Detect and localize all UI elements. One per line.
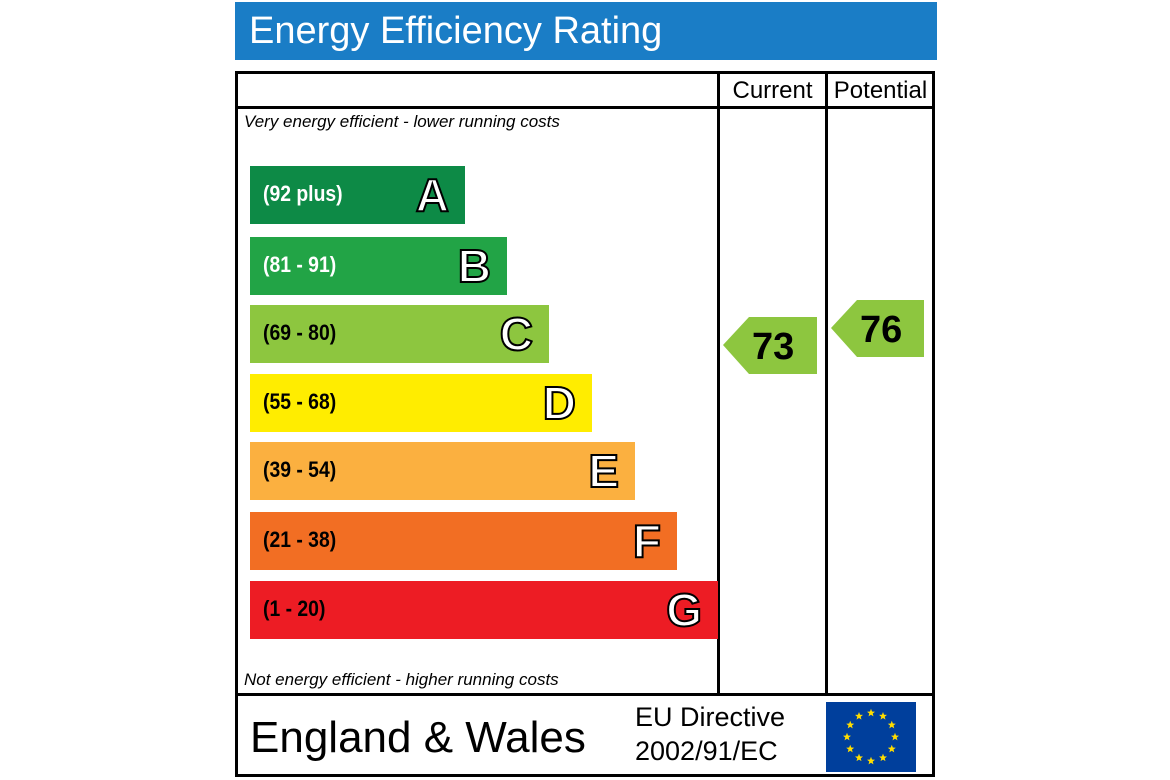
current-rating-value: 73 xyxy=(752,326,795,368)
current-arrow-shape xyxy=(723,317,817,374)
band-range-label: (39 - 54) xyxy=(263,457,337,482)
rating-frame xyxy=(235,71,935,777)
current-column-divider xyxy=(717,71,720,696)
footer-divider xyxy=(235,693,935,696)
bottom-note: Not energy efficient - higher running co… xyxy=(244,670,559,689)
header-divider xyxy=(235,106,935,109)
flag-star xyxy=(867,756,875,765)
eu-flag-icon xyxy=(826,702,916,772)
band-letter-label: F xyxy=(632,514,662,568)
flag-star xyxy=(855,712,863,720)
potential-column-divider xyxy=(825,71,828,696)
band-d: (55 - 68) D xyxy=(250,374,592,432)
band-letter-label: E xyxy=(587,444,620,498)
potential-rating-arrow xyxy=(831,300,924,357)
title-bar: Energy Efficiency Rating xyxy=(235,2,937,60)
band-letter-label: D xyxy=(542,376,577,430)
band-letter-label: A xyxy=(415,168,450,222)
band-range-label: (55 - 68) xyxy=(263,389,337,414)
potential-arrow-shape xyxy=(831,300,924,357)
flag-star xyxy=(855,753,863,762)
flag-star xyxy=(846,720,855,729)
flag-star xyxy=(879,753,887,762)
band-g: (1 - 20) G xyxy=(250,581,718,639)
flag-star xyxy=(846,744,855,753)
band-range-label: (92 plus) xyxy=(263,181,343,206)
flag-star xyxy=(887,720,896,729)
band-a: (92 plus) A xyxy=(250,166,465,224)
band-e: (39 - 54) E xyxy=(250,442,635,500)
current-rating-arrow xyxy=(723,317,817,374)
chart-title: Energy Efficiency Rating xyxy=(249,10,663,52)
band-range-label: (1 - 20) xyxy=(263,596,326,621)
directive-line-2: 2002/91/EC xyxy=(635,736,778,766)
country-label: England & Wales xyxy=(250,713,586,762)
band-b: (81 - 91) B xyxy=(250,237,507,295)
top-note: Very energy efficient - lower running co… xyxy=(244,112,560,131)
band-f: (21 - 38) F xyxy=(250,512,677,570)
band-letter-label: C xyxy=(499,307,534,361)
flag-star xyxy=(879,712,887,720)
band-c: (69 - 80) C xyxy=(250,305,549,363)
flag-star xyxy=(843,732,851,741)
directive-line-1: EU Directive xyxy=(635,702,786,732)
flag-star xyxy=(867,708,875,717)
flag-star xyxy=(887,744,896,753)
potential-column-header: Potential xyxy=(833,77,928,104)
band-range-label: (21 - 38) xyxy=(263,527,337,552)
current-column-header: Current xyxy=(732,77,813,104)
band-range-label: (81 - 91) xyxy=(263,252,337,277)
band-letter-label: B xyxy=(457,239,492,293)
band-letter-label: G xyxy=(665,583,703,637)
flag-star xyxy=(891,732,899,741)
potential-rating-value: 76 xyxy=(860,309,903,351)
band-range-label: (69 - 80) xyxy=(263,320,337,345)
